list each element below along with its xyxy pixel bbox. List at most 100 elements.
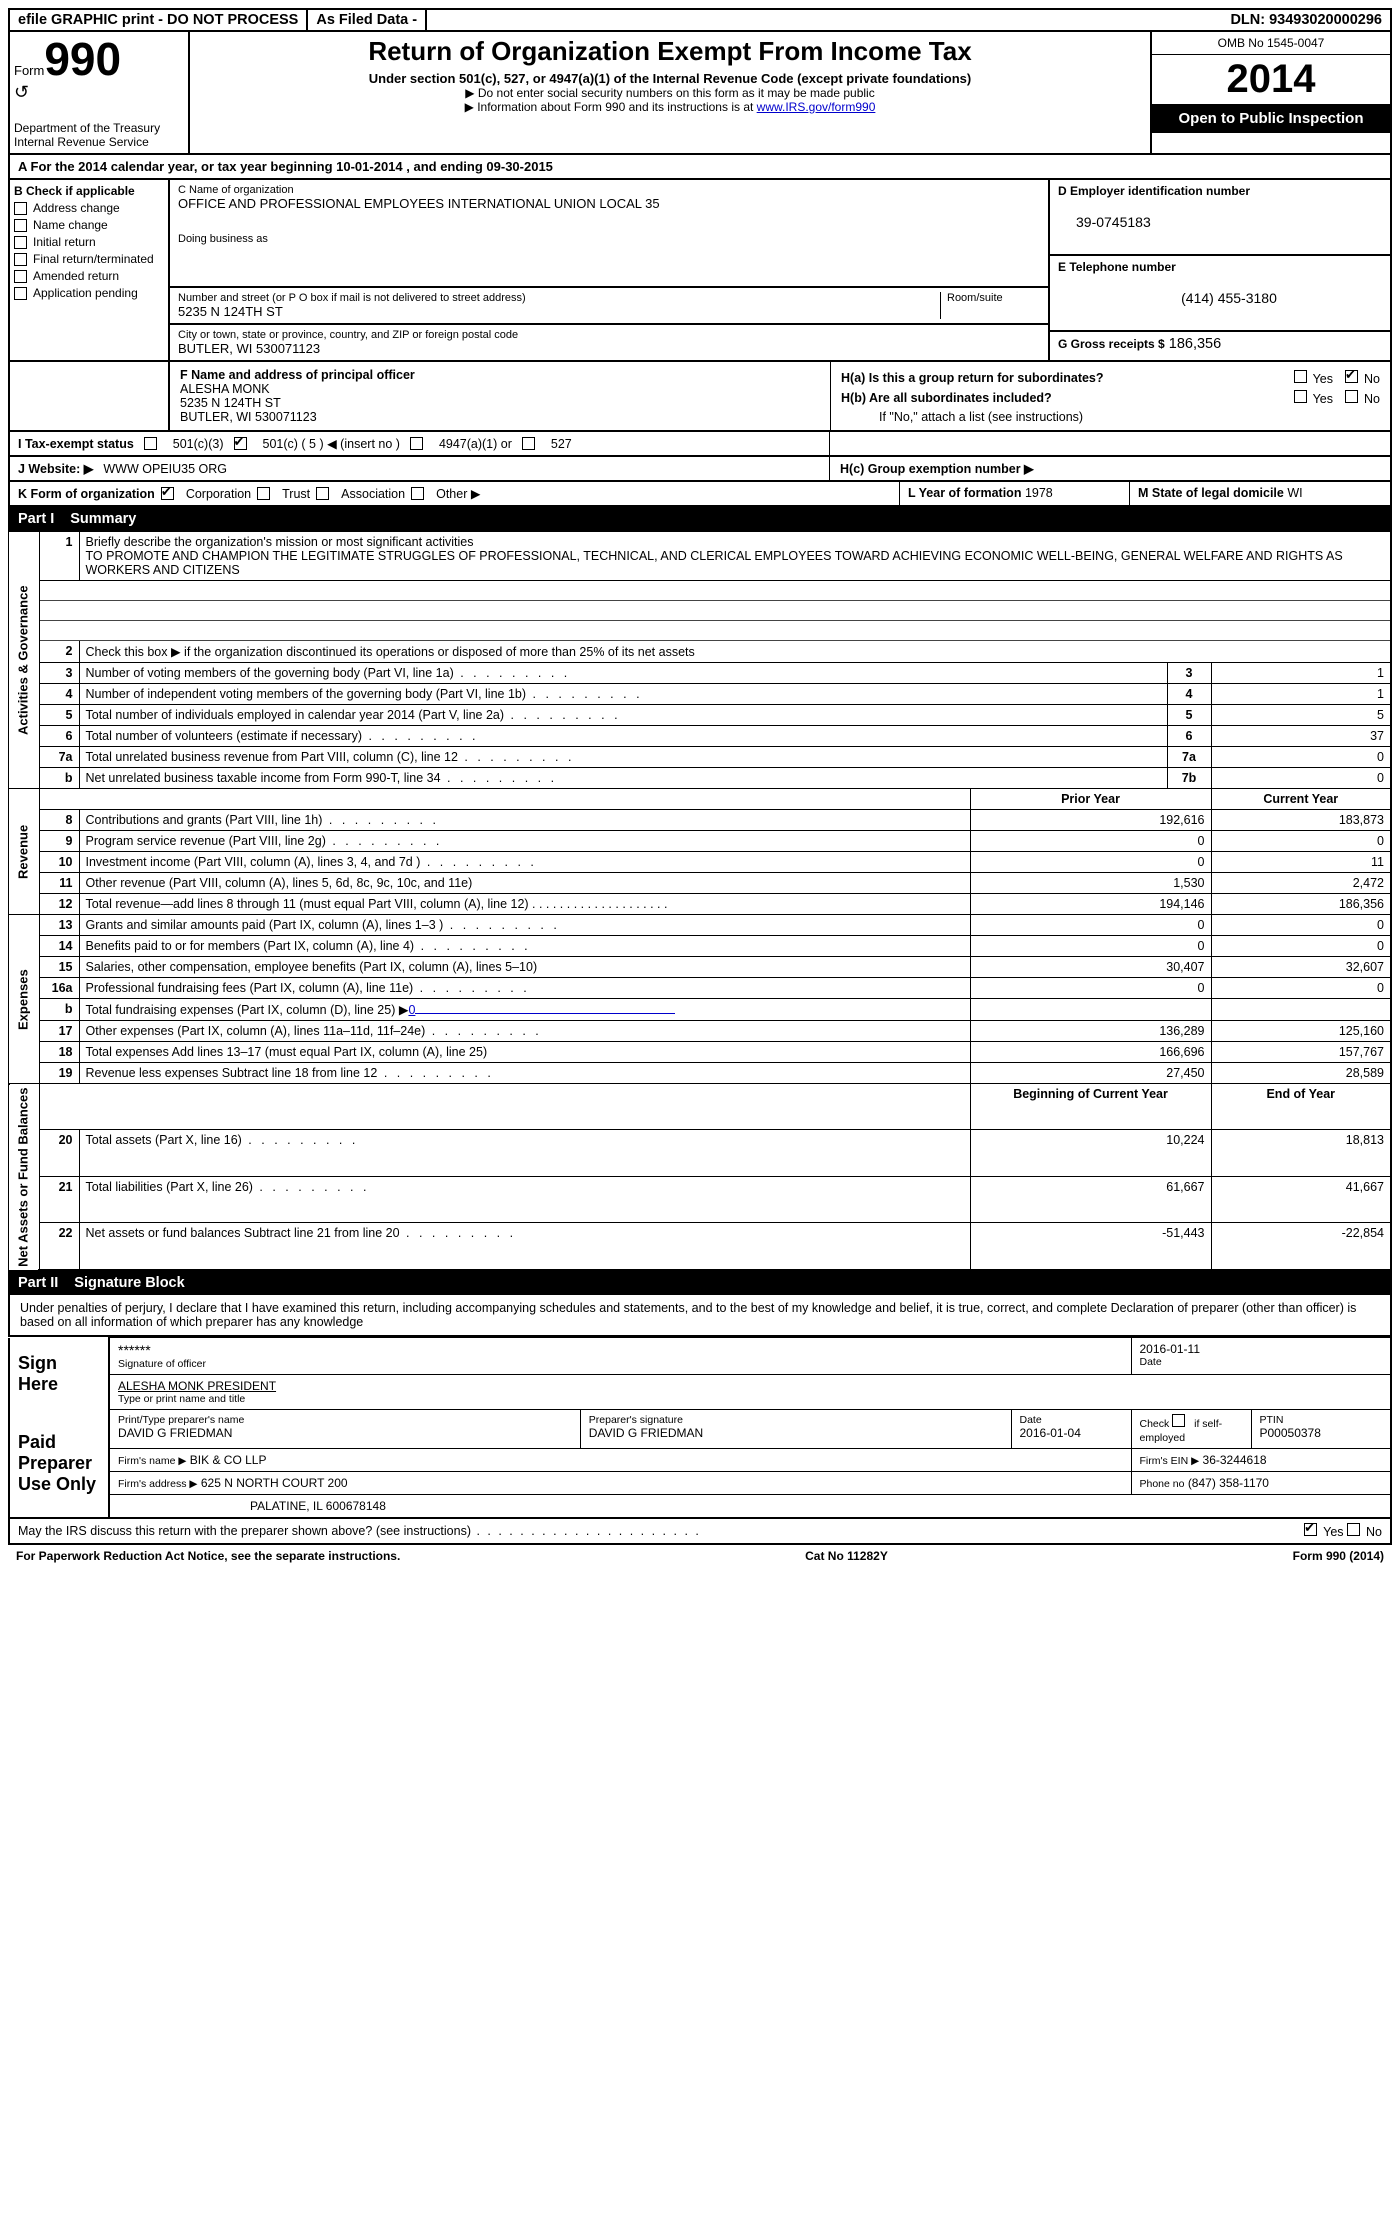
dba-label: Doing business as — [178, 233, 1040, 245]
perjury-declaration: Under penalties of perjury, I declare th… — [8, 1295, 1392, 1337]
addr-label: Number and street (or P O box if mail is… — [178, 292, 940, 304]
c-name-label: C Name of organization — [178, 184, 1040, 196]
line-20: 20Total assets (Part X, line 16)10,22418… — [9, 1130, 1391, 1176]
line-22: 22Net assets or fund balances Subtract l… — [9, 1223, 1391, 1271]
section-bcd: B Check if applicable Address change Nam… — [8, 180, 1392, 362]
line-11: 11Other revenue (Part VIII, column (A), … — [9, 873, 1391, 894]
form-number: 990 — [44, 36, 121, 82]
form-subtitle3a: ▶ Information about Form 990 and its ins… — [465, 100, 757, 114]
gross-value: 186,356 — [1169, 336, 1221, 352]
asfiled-label: As Filed Data - — [308, 10, 427, 30]
discuss-no[interactable] — [1347, 1523, 1360, 1536]
chk-501c[interactable] — [234, 437, 247, 450]
chk-association[interactable] — [316, 487, 329, 500]
line-18: 18Total expenses Add lines 13–17 (must e… — [9, 1042, 1391, 1063]
dept-line2: Internal Revenue Service — [14, 135, 184, 149]
street-address: 5235 N 124TH ST — [178, 304, 940, 319]
ein-label: D Employer identification number — [1058, 184, 1382, 198]
vert-activities: Activities & Governance — [9, 532, 39, 789]
section-fh: F Name and address of principal officer … — [8, 362, 1392, 432]
line-8: 8Contributions and grants (Part VIII, li… — [9, 810, 1391, 831]
top-bar: efile GRAPHIC print - DO NOT PROCESS As … — [8, 8, 1392, 32]
j-label: J Website: ▶ — [18, 461, 93, 476]
part1-title: Summary — [70, 511, 136, 527]
part1-table: Activities & Governance 1 Briefly descri… — [8, 531, 1392, 1271]
org-name: OFFICE AND PROFESSIONAL EMPLOYEES INTERN… — [178, 196, 1040, 211]
line-4: 4Number of independent voting members of… — [9, 684, 1391, 705]
hb-note: If "No," attach a list (see instructions… — [841, 410, 1380, 424]
discuss-row: May the IRS discuss this return with the… — [8, 1519, 1392, 1545]
line-16a: 16aProfessional fundraising fees (Part I… — [9, 978, 1391, 999]
chk-4947[interactable] — [410, 437, 423, 450]
ha-label: H(a) Is this a group return for subordin… — [841, 371, 1104, 385]
section-b-header: B Check if applicable — [14, 184, 164, 198]
row-a: A For the 2014 calendar year, or tax yea… — [8, 155, 1392, 180]
chk-application-pending[interactable] — [14, 287, 27, 300]
gross-label: G Gross receipts $ — [1058, 337, 1165, 351]
hc-label: H(c) Group exemption number ▶ — [830, 457, 1390, 480]
mission-text: TO PROMOTE AND CHAMPION THE LEGITIMATE S… — [86, 549, 1343, 577]
line-17: 17Other expenses (Part IX, column (A), l… — [9, 1021, 1391, 1042]
officer-addr2: BUTLER, WI 530071123 — [180, 410, 820, 424]
chk-trust[interactable] — [257, 487, 270, 500]
ha-yes[interactable] — [1294, 370, 1307, 383]
form-subtitle2: ▶ Do not enter social security numbers o… — [198, 86, 1142, 100]
open-inspection: Open to Public Inspection — [1152, 104, 1390, 133]
chk-self-employed[interactable] — [1172, 1414, 1185, 1427]
chk-address-change[interactable] — [14, 202, 27, 215]
hb-no[interactable] — [1345, 390, 1358, 403]
chk-501c3[interactable] — [144, 437, 157, 450]
line-b: bTotal fundraising expenses (Part IX, co… — [9, 999, 1391, 1021]
efile-label: efile GRAPHIC print - DO NOT PROCESS — [10, 10, 308, 30]
i-label: I Tax-exempt status — [18, 437, 134, 451]
paid-preparer-label: Paid Preparer Use Only — [9, 1410, 109, 1519]
line-3: 3Number of voting members of the governi… — [9, 663, 1391, 684]
chk-initial-return[interactable] — [14, 236, 27, 249]
website: WWW OPEIU35 ORG — [103, 462, 227, 476]
part1-header: Part I Summary — [8, 507, 1392, 531]
line-10: 10Investment income (Part VIII, column (… — [9, 852, 1391, 873]
ein-value: 39-0745183 — [1058, 214, 1382, 230]
officer-name: ALESHA MONK — [180, 382, 820, 396]
line-15: 15Salaries, other compensation, employee… — [9, 957, 1391, 978]
line-12: 12Total revenue—add lines 8 through 11 (… — [9, 894, 1391, 915]
discuss-yes[interactable] — [1304, 1523, 1317, 1536]
chk-527[interactable] — [522, 437, 535, 450]
row-klm: K Form of organization Corporation Trust… — [8, 482, 1392, 507]
part2-header: Part II Signature Block — [8, 1271, 1392, 1295]
tel-value: (414) 455-3180 — [1058, 290, 1382, 306]
chk-corporation[interactable] — [161, 487, 174, 500]
chk-final-return[interactable] — [14, 253, 27, 266]
hb-label: H(b) Are all subordinates included? — [841, 391, 1052, 405]
line-14: 14Benefits paid to or for members (Part … — [9, 936, 1391, 957]
omb-number: OMB No 1545-0047 — [1152, 32, 1390, 55]
tax-year: 2014 — [1152, 55, 1390, 104]
city-label: City or town, state or province, country… — [178, 329, 1040, 341]
form-subtitle1: Under section 501(c), 527, or 4947(a)(1)… — [198, 71, 1142, 86]
hb-yes[interactable] — [1294, 390, 1307, 403]
line-21: 21Total liabilities (Part X, line 26)61,… — [9, 1176, 1391, 1222]
line-7b: bNet unrelated business taxable income f… — [9, 768, 1391, 789]
line-19: 19Revenue less expenses Subtract line 18… — [9, 1063, 1391, 1084]
form-header: Form 990 ↺ Department of the Treasury In… — [8, 32, 1392, 155]
line-9: 9Program service revenue (Part VIII, lin… — [9, 831, 1391, 852]
part1-label: Part I — [18, 511, 54, 527]
signature-table: Sign Here ****** Signature of officer 20… — [8, 1337, 1392, 1519]
row-i: I Tax-exempt status 501(c)(3) 501(c) ( 5… — [8, 432, 1392, 457]
tel-label: E Telephone number — [1058, 260, 1382, 274]
line-7a: 7aTotal unrelated business revenue from … — [9, 747, 1391, 768]
form-label: Form — [14, 63, 44, 78]
chk-amended-return[interactable] — [14, 270, 27, 283]
dept-line1: Department of the Treasury — [14, 121, 184, 135]
officer-addr1: 5235 N 124TH ST — [180, 396, 820, 410]
row-j: J Website: ▶ WWW OPEIU35 ORG H(c) Group … — [8, 457, 1392, 482]
page-footer: For Paperwork Reduction Act Notice, see … — [8, 1545, 1392, 1567]
line-6: 6Total number of volunteers (estimate if… — [9, 726, 1391, 747]
chk-name-change[interactable] — [14, 219, 27, 232]
irs-link[interactable]: www.IRS.gov/form990 — [757, 100, 876, 114]
form-title: Return of Organization Exempt From Incom… — [198, 36, 1142, 67]
ha-no[interactable] — [1345, 370, 1358, 383]
chk-other[interactable] — [411, 487, 424, 500]
officer-signed-name: ALESHA MONK PRESIDENT — [118, 1379, 1382, 1393]
f-label: F Name and address of principal officer — [180, 368, 820, 382]
